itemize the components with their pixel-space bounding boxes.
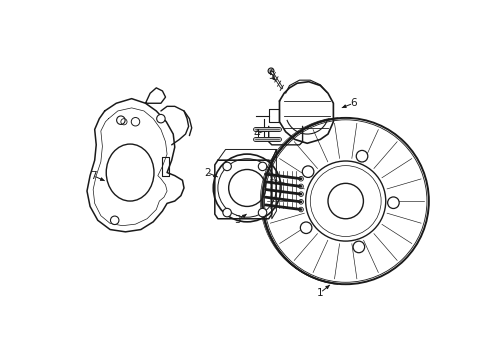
Circle shape — [300, 222, 311, 234]
Circle shape — [156, 114, 165, 123]
Circle shape — [298, 192, 303, 197]
Circle shape — [131, 117, 140, 126]
Circle shape — [387, 197, 398, 208]
Circle shape — [298, 207, 303, 212]
Text: 7: 7 — [90, 171, 96, 181]
Circle shape — [258, 162, 266, 171]
Circle shape — [356, 150, 367, 162]
Circle shape — [223, 208, 231, 217]
Circle shape — [298, 176, 303, 181]
Circle shape — [223, 162, 231, 171]
Text: 1: 1 — [316, 288, 323, 298]
Circle shape — [110, 216, 119, 225]
Circle shape — [352, 241, 364, 253]
Circle shape — [267, 68, 273, 74]
Text: 2: 2 — [203, 167, 210, 177]
Text: 5: 5 — [268, 71, 275, 81]
Circle shape — [117, 116, 125, 125]
Circle shape — [302, 166, 313, 177]
Circle shape — [327, 183, 363, 219]
Text: 4: 4 — [253, 129, 259, 139]
Circle shape — [298, 184, 303, 189]
Text: 6: 6 — [349, 98, 356, 108]
Text: 3: 3 — [234, 215, 241, 225]
Circle shape — [258, 208, 266, 217]
Circle shape — [298, 199, 303, 204]
